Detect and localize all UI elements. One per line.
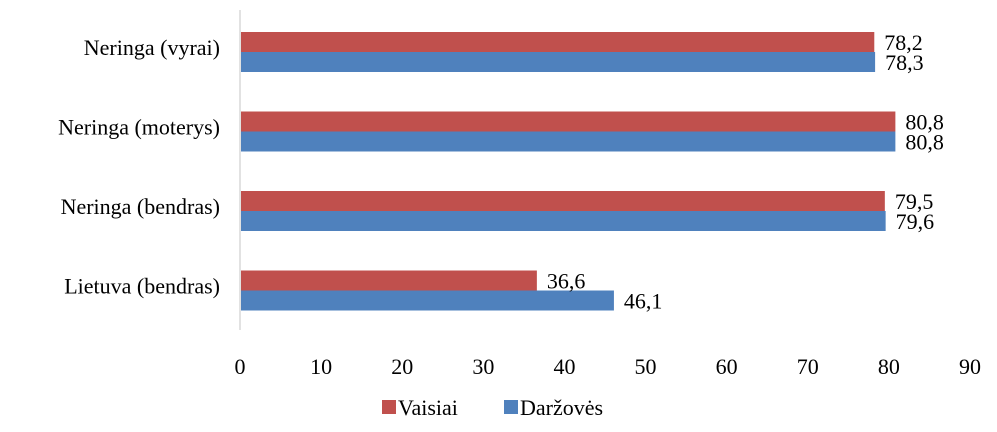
labels-layer: Neringa (vyrai) 78,278,3 Neringa (moterys)… <box>58 30 944 314</box>
x-tick-label: 30 <box>472 354 494 379</box>
data-label: 78,2 <box>884 30 923 55</box>
data-label: 36,6 <box>547 269 586 294</box>
data-label: 80,8 <box>905 130 944 155</box>
x-tick-label: 80 <box>878 354 900 379</box>
category-label: Lietuva (bendras) <box>64 273 220 298</box>
bar-vaisiai <box>241 111 896 132</box>
data-label: 46,1 <box>624 289 663 314</box>
data-label: 80,8 <box>905 110 944 135</box>
axis-layer: 0 10 20 30 40 50 60 70 80 90 <box>235 10 981 379</box>
legend-label: Daržovės <box>520 395 603 420</box>
category-label: Neringa (vyrai) <box>84 35 220 60</box>
data-label: 79,5 <box>895 189 934 214</box>
x-tick-label: 20 <box>391 354 413 379</box>
x-tick-label: 40 <box>553 354 575 379</box>
x-tick-label: 60 <box>716 354 738 379</box>
x-tick-label: 50 <box>635 354 657 379</box>
bar-darzoves <box>241 211 886 231</box>
bar-vaisiai <box>241 270 537 291</box>
bar-vaisiai <box>241 191 885 211</box>
x-tick-label: 10 <box>310 354 332 379</box>
legend: Vaisiai Daržovės <box>382 395 603 420</box>
category-label: Neringa (moterys) <box>58 114 220 139</box>
x-tick-label: 0 <box>235 354 246 379</box>
category-label: Neringa (bendras) <box>61 194 220 219</box>
bar-darzoves <box>241 290 614 311</box>
data-label: 78,3 <box>885 50 924 75</box>
legend-swatch <box>382 400 396 414</box>
bars-layer <box>241 32 896 311</box>
legend-label: Vaisiai <box>398 395 458 420</box>
bar-darzoves <box>241 52 876 72</box>
bar-vaisiai <box>241 32 875 52</box>
data-label: 79,6 <box>896 209 935 234</box>
x-tick-label: 90 <box>959 354 981 379</box>
legend-swatch <box>504 400 518 414</box>
x-tick-label: 70 <box>797 354 819 379</box>
bar-darzoves <box>241 131 896 152</box>
